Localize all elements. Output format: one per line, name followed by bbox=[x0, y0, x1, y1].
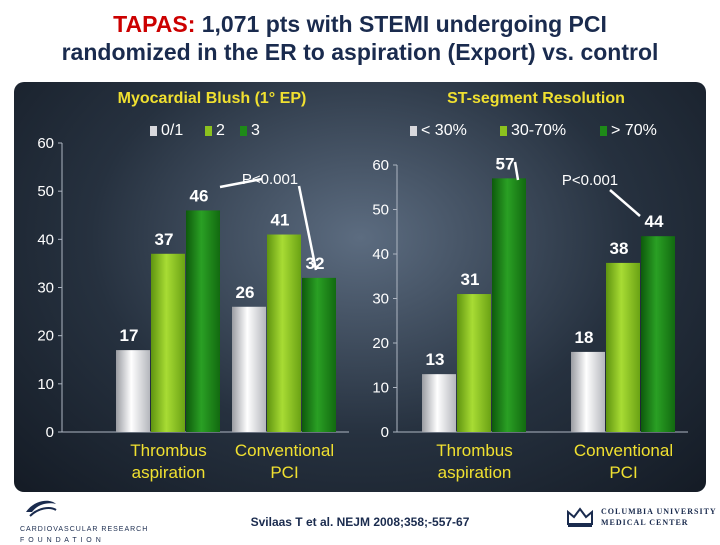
chart-layer: Myocardial Blush (1° EP)0/1 2 301020304050… bbox=[37, 90, 688, 482]
chart-1-p-line-a bbox=[513, 161, 520, 181]
title-highlight: TAPAS: bbox=[113, 11, 196, 37]
chart-0-ytick-label-5: 50 bbox=[37, 183, 54, 200]
chart-1-category-label-1-1: PCI bbox=[609, 463, 637, 482]
chart-1-legend-label-2: > 70% bbox=[611, 122, 657, 139]
chart-1-bar-1-2 bbox=[641, 236, 675, 432]
chart-1-legend-label-0: < 30% bbox=[421, 122, 467, 139]
chart-0-ytick-label-0: 0 bbox=[46, 424, 54, 441]
chart-1-data-label-1-1: 38 bbox=[610, 239, 629, 258]
chart-1-ytick-label-4: 40 bbox=[372, 246, 389, 263]
chart-1-ytick-label-1: 10 bbox=[372, 380, 389, 397]
chart-0-p-value: P<0.001 bbox=[242, 171, 298, 188]
chart-1-category-label-1-0: Conventional bbox=[574, 441, 673, 460]
chart-1-bar-0-0 bbox=[422, 374, 456, 432]
chart-0-category-label-1-0: Conventional bbox=[235, 441, 334, 460]
chart-0-title: Myocardial Blush (1° EP) bbox=[118, 90, 307, 107]
citation: Svilaas T et al. NEJM 2008;358;-557-67 bbox=[250, 515, 470, 529]
chart-0-data-label-1-0: 26 bbox=[236, 283, 255, 302]
chart-1-category-label-0-0: Thrombus bbox=[436, 441, 513, 460]
chart-0-legend-label-1: 2 bbox=[216, 122, 225, 139]
crown-icon bbox=[567, 507, 593, 527]
title-line-1-rest: 1,071 pts with STEMI undergoing PCI bbox=[195, 11, 607, 37]
chart-0-legend-label-2: 3 bbox=[251, 122, 260, 139]
chart-1-p-line-b bbox=[609, 189, 641, 217]
chart-1-ytick-label-3: 30 bbox=[372, 291, 389, 308]
chart-1-legend-swatch-2 bbox=[600, 126, 607, 136]
chart-1-p-value: P<0.001 bbox=[562, 172, 618, 189]
chart-1-title: ST-segment Resolution bbox=[447, 90, 625, 107]
chart-1-data-label-0-0: 13 bbox=[426, 350, 445, 369]
chart-1-legend-label-1: 30-70% bbox=[511, 122, 566, 139]
chart-1-category-label-0-1: aspiration bbox=[438, 463, 512, 482]
chart-1-data-label-0-1: 31 bbox=[461, 270, 480, 289]
chart-0-bar-1-2 bbox=[302, 277, 336, 432]
chart-0-ytick-label-2: 20 bbox=[37, 328, 54, 345]
chart-1-legend-swatch-0 bbox=[410, 126, 417, 136]
columbia-logo-text-2: MEDICAL CENTER bbox=[601, 518, 689, 527]
chart-0-p-line-b bbox=[297, 185, 318, 271]
chart-0-p-line-a bbox=[219, 177, 263, 189]
slide-title: TAPAS: 1,071 pts with STEMI undergoing P… bbox=[0, 10, 720, 66]
chart-0-ytick-label-4: 40 bbox=[37, 231, 54, 248]
chart-0-bar-0-2 bbox=[186, 210, 220, 432]
chart-0-data-label-0-1: 37 bbox=[155, 230, 174, 249]
chart-1-data-label-0-2: 57 bbox=[496, 154, 515, 173]
chart-1-bar-1-0 bbox=[571, 351, 605, 432]
title-line-1: TAPAS: 1,071 pts with STEMI undergoing P… bbox=[0, 10, 720, 38]
chart-0-bar-1-1 bbox=[267, 234, 301, 432]
chart-0-bar-0-1 bbox=[151, 253, 185, 432]
chart-1-bar-0-2 bbox=[492, 178, 526, 432]
chart-1-data-label-1-0: 18 bbox=[575, 328, 594, 347]
chart-0-bar-0-0 bbox=[116, 350, 150, 432]
crf-logo-text-2: F O U N D A T I O N bbox=[20, 537, 102, 544]
chart-1-legend-swatch-1 bbox=[500, 126, 507, 136]
chart-1-bar-0-1 bbox=[457, 294, 491, 432]
footer bbox=[0, 492, 720, 540]
chart-0-legend-swatch-2 bbox=[240, 126, 247, 136]
chart-0-legend-swatch-0 bbox=[150, 126, 157, 136]
columbia-logo-text-1: COLUMBIA UNIVERSITY bbox=[601, 507, 717, 516]
chart-0-data-label-0-0: 17 bbox=[120, 326, 139, 345]
chart-0-category-label-0-1: aspiration bbox=[132, 463, 206, 482]
chart-0-category-label-1-1: PCI bbox=[270, 463, 298, 482]
chart-0-legend-label-0: 0/1 bbox=[161, 122, 183, 139]
columbia-logo: COLUMBIA UNIVERSITY MEDICAL CENTER bbox=[565, 506, 717, 528]
chart-0-ytick-label-3: 30 bbox=[37, 280, 54, 297]
chart-1-data-label-1-2: 44 bbox=[645, 212, 664, 231]
chart-0-ytick-label-1: 10 bbox=[37, 376, 54, 393]
chart-1-ytick-label-5: 50 bbox=[372, 202, 389, 219]
chart-0-data-label-1-1: 41 bbox=[271, 211, 290, 230]
chart-1-ytick-label-0: 0 bbox=[381, 424, 389, 441]
chart-0-ytick-label-6: 60 bbox=[37, 135, 54, 152]
chart-1-ytick-label-6: 60 bbox=[372, 157, 389, 174]
chart-0-legend-swatch-1 bbox=[205, 126, 212, 136]
chart-1-ytick-label-2: 20 bbox=[372, 335, 389, 352]
crf-logo-text-1: CARDIOVASCULAR RESEARCH bbox=[20, 526, 149, 533]
chart-0-data-label-0-2: 46 bbox=[190, 186, 209, 205]
chart-0-category-label-0-0: Thrombus bbox=[130, 441, 207, 460]
chart-1-bar-1-1 bbox=[606, 262, 640, 432]
title-line-2: randomized in the ER to aspiration (Expo… bbox=[61, 39, 659, 65]
crf-swoosh-icon bbox=[26, 500, 57, 517]
chart-0-bar-1-0 bbox=[232, 306, 266, 432]
